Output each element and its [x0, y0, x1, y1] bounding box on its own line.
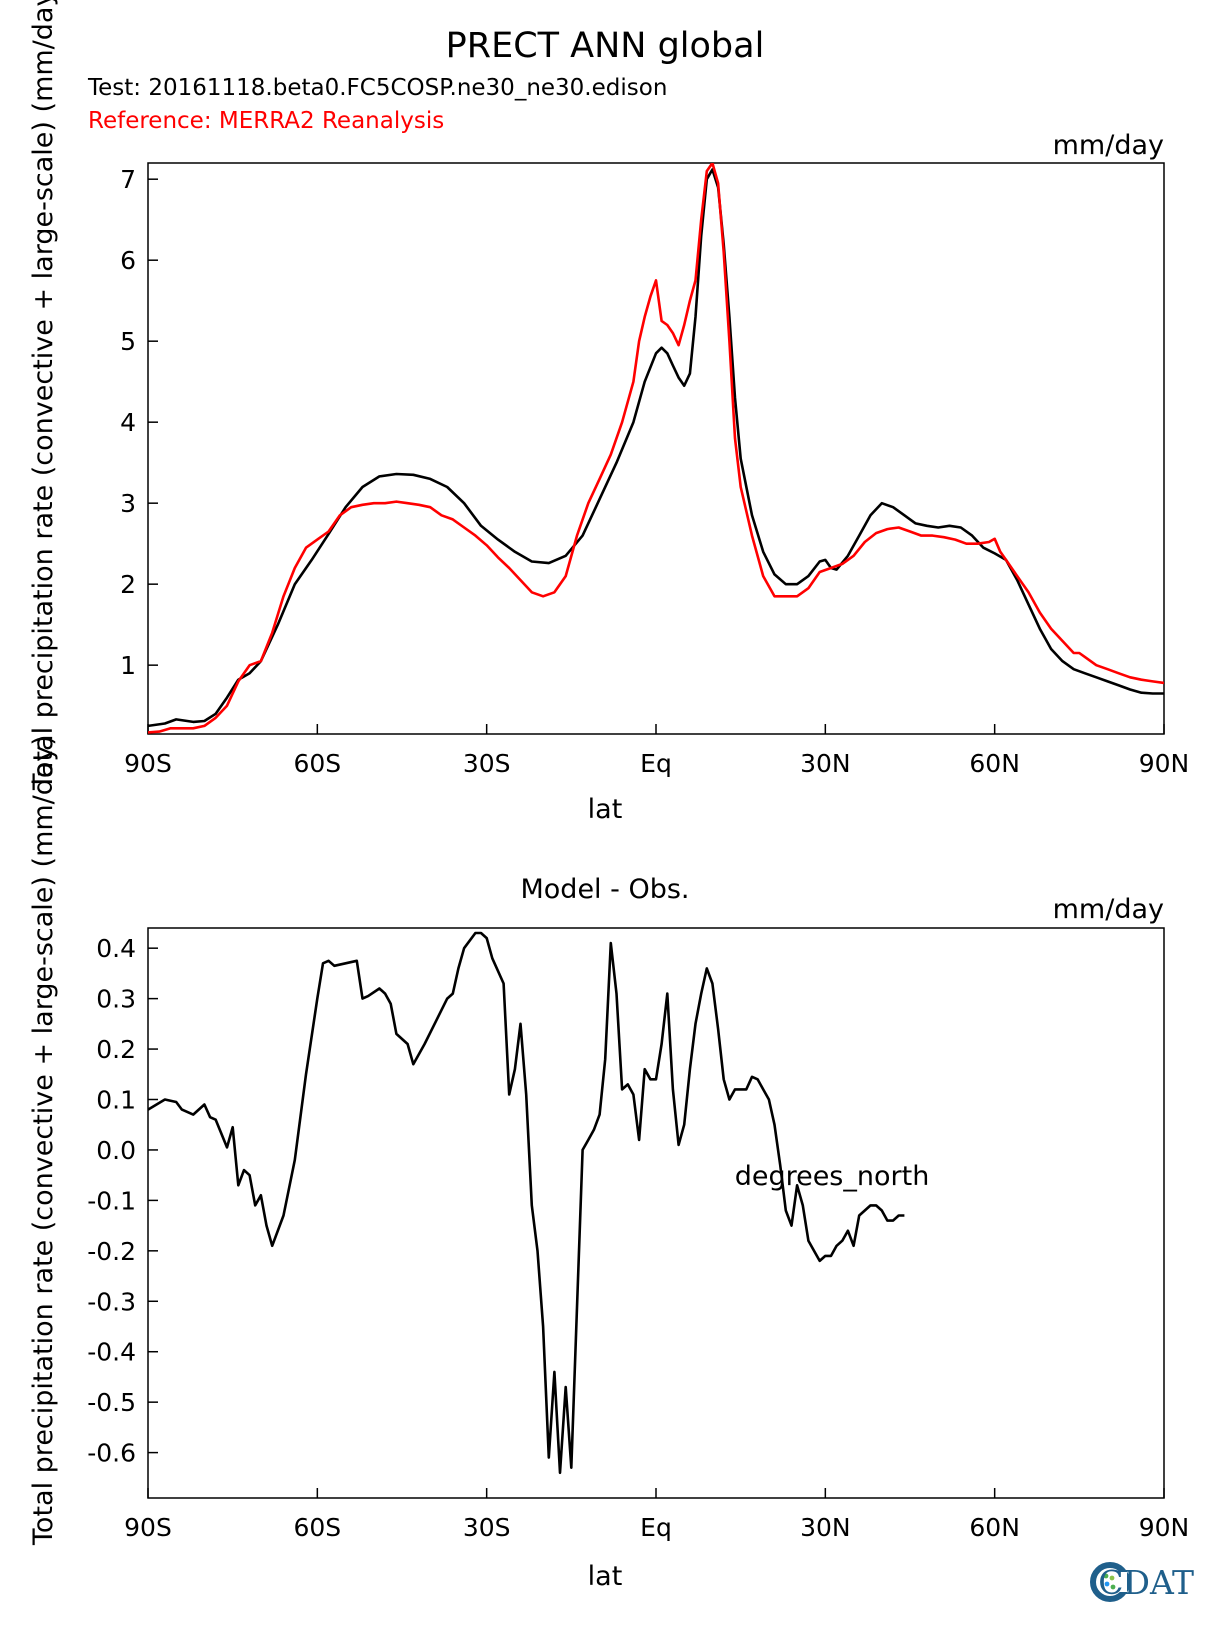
top-panel: mm/day 90S 60S 30S Eq 30N 60N 90N 1 2 3 4 5 6 7 lat: [120, 130, 1189, 825]
bottom-series-group: [148, 931, 905, 1475]
logo-gap: [1117, 1572, 1127, 1592]
y-axis-label-top: Total precipitation rate (convective + l…: [28, 0, 59, 791]
bottom-x-tick-label: 30S: [463, 1513, 511, 1542]
chart-title: PRECT ANN global: [446, 26, 765, 66]
logo-text: CDAT: [1098, 1563, 1194, 1602]
bottom-chart-title: Model - Obs.: [520, 874, 689, 905]
bottom-units-label: mm/day: [1053, 894, 1164, 925]
logo-dot-1: [1103, 1573, 1109, 1579]
top-series-reference: [148, 163, 1164, 734]
top-plot-frame: [147, 162, 1165, 735]
bottom-y-tick-label: -0.5: [87, 1388, 136, 1417]
bottom-x-tick-label: 90N: [1139, 1513, 1190, 1542]
bottom-panel: Model - Obs. mm/day 90S 60S 30S Eq 30N 60N 90N…: [87, 874, 1189, 1592]
top-y-tick-label: 3: [120, 489, 136, 518]
top-x-tick-label: Eq: [640, 749, 672, 778]
bottom-axis-ticks: 90S 60S 30S Eq 30N 60N 90N 0.4 0.3 0.2 0.1 0.0 -0.1 -…: [87, 934, 1189, 1542]
logo-dot-4: [1110, 1584, 1116, 1590]
top-x-tick-label: 60N: [969, 749, 1020, 778]
cdat-logo: CDAT: [1090, 1562, 1194, 1602]
bottom-x-tick-label: 60N: [969, 1513, 1020, 1542]
bottom-y-tick-label: 0.4: [96, 934, 136, 963]
top-y-tick-label: 6: [120, 246, 136, 275]
top-x-tick-label: 60S: [293, 749, 341, 778]
bottom-y-tick-label: -0.4: [87, 1338, 136, 1367]
logo-dot-3: [1104, 1581, 1110, 1587]
bottom-y-tick-label: -0.1: [87, 1186, 136, 1215]
top-x-tick-label: 90N: [1139, 749, 1190, 778]
top-x-axis-label: lat: [588, 794, 623, 825]
top-x-tick-label: 90S: [124, 749, 172, 778]
bottom-y-tick-label: 0.1: [96, 1086, 136, 1115]
top-y-tick-label: 7: [120, 165, 136, 194]
bottom-x-tick-label: 60S: [293, 1513, 341, 1542]
top-axis-ticks: 90S 60S 30S Eq 30N 60N 90N 1 2 3 4 5 6 7: [120, 165, 1189, 778]
top-y-tick-label: 4: [120, 408, 136, 437]
bottom-y-tick-label: -0.2: [87, 1237, 136, 1266]
logo-dot-2: [1109, 1575, 1115, 1581]
top-y-tick-label: 2: [120, 570, 136, 599]
test-label: Test: 20161118.beta0.FC5COSP.ne30_ne30.e…: [87, 75, 667, 101]
top-x-tick-label: 30N: [800, 749, 851, 778]
bottom-y-tick-label: 0.0: [96, 1136, 136, 1165]
top-y-tick-label: 1: [120, 651, 136, 680]
top-series-test: [148, 168, 1164, 728]
y-axis-label-bottom: Total precipitation rate (convective + l…: [28, 735, 59, 1546]
bottom-y-tick-label: -0.3: [87, 1287, 136, 1316]
top-units-label: mm/day: [1053, 130, 1164, 161]
top-series-group: [148, 163, 1164, 734]
top-y-tick-label: 5: [120, 327, 136, 356]
bottom-plot-frame: [147, 927, 1165, 1499]
bottom-x-tick-label: 30N: [800, 1513, 851, 1542]
degrees-north-annotation: degrees_north: [735, 1161, 930, 1192]
bottom-x-tick-label: 90S: [124, 1513, 172, 1542]
bottom-y-tick-label: 0.3: [96, 985, 136, 1014]
bottom-x-tick-label: Eq: [640, 1513, 672, 1542]
top-x-tick-label: 30S: [463, 749, 511, 778]
bottom-y-tick-label: -0.6: [87, 1439, 136, 1468]
bottom-series-model-obs: [148, 931, 905, 1475]
reference-label: Reference: MERRA2 Reanalysis: [88, 108, 444, 134]
bottom-x-axis-label: lat: [588, 1561, 623, 1592]
bottom-y-tick-label: 0.2: [96, 1035, 136, 1064]
